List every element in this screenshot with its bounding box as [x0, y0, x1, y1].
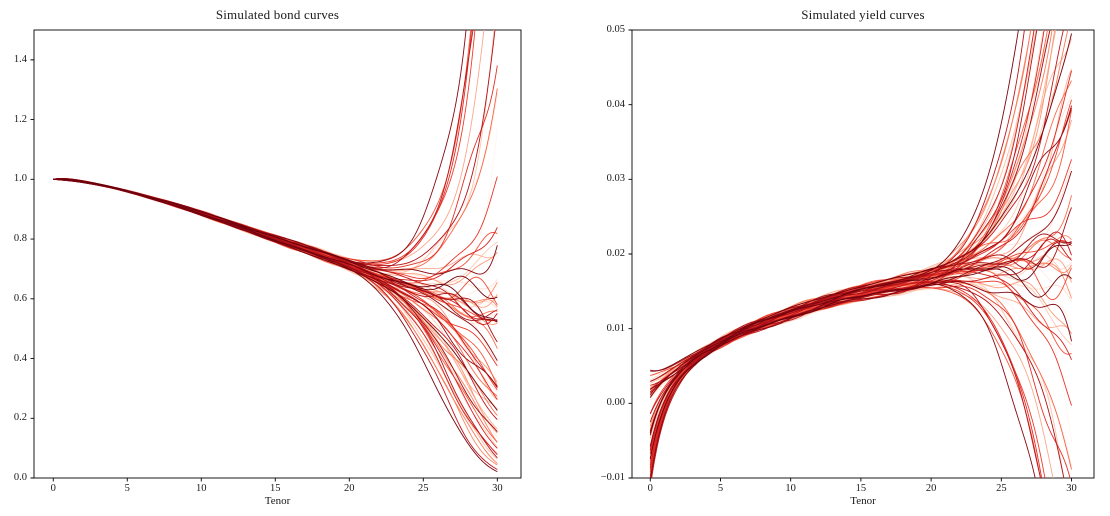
y-tick-label: 1.0: [13, 173, 27, 185]
x-tick-label: 15: [855, 483, 867, 494]
yield-curves-canvas: [555, 0, 1110, 516]
y-tick-label: 0.8: [13, 232, 27, 244]
x-tick-label: 30: [492, 483, 503, 494]
x-axis-label: Tenor: [850, 495, 876, 507]
y-tick-label: 1.4: [13, 53, 27, 65]
y-tick-label: 0.04: [606, 98, 625, 110]
chart-title: Simulated yield curves: [801, 7, 925, 22]
y-tick-label: 0.05: [606, 23, 625, 35]
y-tick-label: 0.2: [13, 412, 27, 424]
x-tick-label: 0: [50, 483, 56, 494]
chart-title: Simulated bond curves: [215, 7, 340, 22]
x-tick-label: 5: [124, 483, 130, 494]
x-tick-label: 30: [1066, 483, 1077, 494]
x-tick-label: 5: [717, 483, 724, 494]
x-tick-label: 20: [344, 483, 355, 494]
x-tick-label: 15: [270, 483, 281, 494]
y-tick-label: 0.02: [606, 247, 625, 259]
y-tick-label: 0.4: [13, 352, 27, 364]
x-axis-label: Tenor: [264, 495, 291, 507]
y-tick-label: 1.2: [13, 113, 27, 125]
x-tick-label: 10: [785, 483, 796, 494]
x-tick-label: 25: [996, 483, 1007, 494]
y-tick-label: −0.01: [600, 471, 625, 483]
x-tick-label: 10: [196, 483, 207, 494]
yield-curves-panel: Simulated yield curves Tenor 0 5 10 15 20 25 3…: [555, 0, 1110, 516]
x-tick-label: 20: [925, 483, 937, 494]
bond-curves-canvas: [0, 0, 555, 516]
y-tick-label: 0.01: [606, 322, 625, 334]
x-tick-label: 25: [418, 483, 429, 494]
y-tick-label: 0.0: [13, 471, 27, 483]
y-tick-label: 0.00: [606, 397, 625, 409]
x-tick-label: 0: [647, 483, 653, 494]
y-tick-label: 0.6: [13, 292, 27, 304]
y-tick-label: 0.03: [606, 173, 625, 185]
bond-curves-panel: Simulated bond curves Tenor 0 5 10 15 20 25 30…: [0, 0, 555, 516]
